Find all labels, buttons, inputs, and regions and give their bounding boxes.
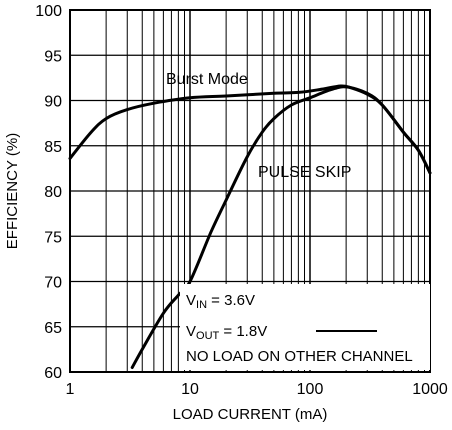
y-tick-label: 65 xyxy=(44,320,62,337)
y-tick-label: 70 xyxy=(44,275,62,292)
y-tick-label: 100 xyxy=(35,3,62,20)
legend-box xyxy=(180,284,430,370)
curves xyxy=(68,84,432,369)
y-tick-label: 75 xyxy=(44,229,62,246)
tick-labels: 60 65 70 75 80 85 90 95 100 1 10 100 1000 xyxy=(35,3,448,398)
y-tick-label: 80 xyxy=(44,184,62,201)
y-tick-label: 90 xyxy=(44,94,62,111)
y-axis-title: EFFICIENCY (%) xyxy=(4,133,21,249)
x-tick-label: 1 xyxy=(66,381,75,398)
y-tick-label: 60 xyxy=(44,365,62,382)
x-tick-label: 1000 xyxy=(412,381,448,398)
pulse-skip-label: PULSE SKIP xyxy=(258,164,351,181)
plot-frame xyxy=(69,9,431,373)
y-tick-label: 85 xyxy=(44,139,62,156)
x-tick-label: 100 xyxy=(297,381,324,398)
vin-condition: VIN = 3.6V xyxy=(186,292,255,311)
pulse-skip-curve xyxy=(130,85,432,369)
burst-mode-label: Burst Mode xyxy=(166,71,248,88)
no-load-note: NO LOAD ON OTHER CHANNEL xyxy=(186,348,413,365)
y-tick-label: 95 xyxy=(44,48,62,65)
x-axis-title: LOAD CURRENT (mA) xyxy=(173,406,328,423)
x-tick-label: 10 xyxy=(181,381,199,398)
vout-condition: VOUT = 1.8V xyxy=(186,323,267,342)
